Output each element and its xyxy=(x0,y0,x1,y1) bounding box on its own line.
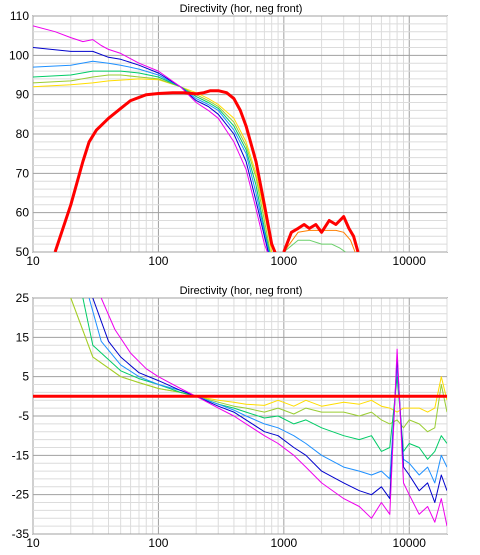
series-line xyxy=(53,89,277,252)
x-tick-labels: 10 100 1000 10000 xyxy=(26,254,426,268)
y-tick-label: 15 xyxy=(16,330,30,344)
x-tick-label: 100 xyxy=(148,254,168,268)
series-group xyxy=(33,298,447,527)
y-tick-labels: -35 -25 -15 -5 5 15 25 xyxy=(12,291,30,541)
chart-title: Directivity (hor, neg front) xyxy=(180,285,303,297)
x-tick-label: 1000 xyxy=(270,536,297,550)
y-tick-label: -35 xyxy=(12,527,30,541)
directivity-chart-bottom: Directivity (hor, neg front) -35 -25 -15 -5… xyxy=(12,285,448,550)
y-tick-label: -5 xyxy=(18,409,29,423)
series-line xyxy=(33,78,273,252)
x-tick-label: 10000 xyxy=(393,536,427,550)
series-line xyxy=(100,298,447,527)
series-line xyxy=(282,215,360,252)
y-tick-label: 60 xyxy=(16,206,30,220)
x-tick-label: 10 xyxy=(26,254,40,268)
x-tick-labels: 10 100 1000 10000 xyxy=(26,536,426,550)
series-line xyxy=(92,298,447,503)
x-tick-label: 10000 xyxy=(393,254,427,268)
y-tick-labels: 50 60 70 80 90 100 110 xyxy=(9,9,29,259)
series-group xyxy=(33,25,360,252)
y-tick-label: 5 xyxy=(22,370,29,384)
series-line xyxy=(33,25,268,252)
x-tick-label: 100 xyxy=(148,536,168,550)
y-tick-label: -25 xyxy=(12,488,30,502)
y-tick-label: 90 xyxy=(16,88,30,102)
series-line xyxy=(88,298,447,484)
y-tick-label: 25 xyxy=(16,291,30,305)
series-line xyxy=(70,298,447,433)
y-tick-label: 100 xyxy=(9,48,29,62)
y-tick-label: -15 xyxy=(12,448,30,462)
series-line xyxy=(82,298,447,460)
chart-title: Directivity (hor, neg front) xyxy=(180,3,303,15)
series-line xyxy=(33,74,271,252)
y-tick-label: 70 xyxy=(16,166,30,180)
directivity-chart-top: Directivity (hor, neg front) 50 60 70 80 90 1… xyxy=(9,3,448,268)
y-tick-label: 110 xyxy=(10,9,29,23)
series-line xyxy=(283,239,346,252)
x-tick-label: 10 xyxy=(26,536,40,550)
series-line xyxy=(283,229,356,252)
grid xyxy=(32,15,448,253)
x-tick-label: 1000 xyxy=(270,254,297,268)
y-tick-label: 50 xyxy=(16,245,30,259)
y-tick-label: 80 xyxy=(16,127,30,141)
